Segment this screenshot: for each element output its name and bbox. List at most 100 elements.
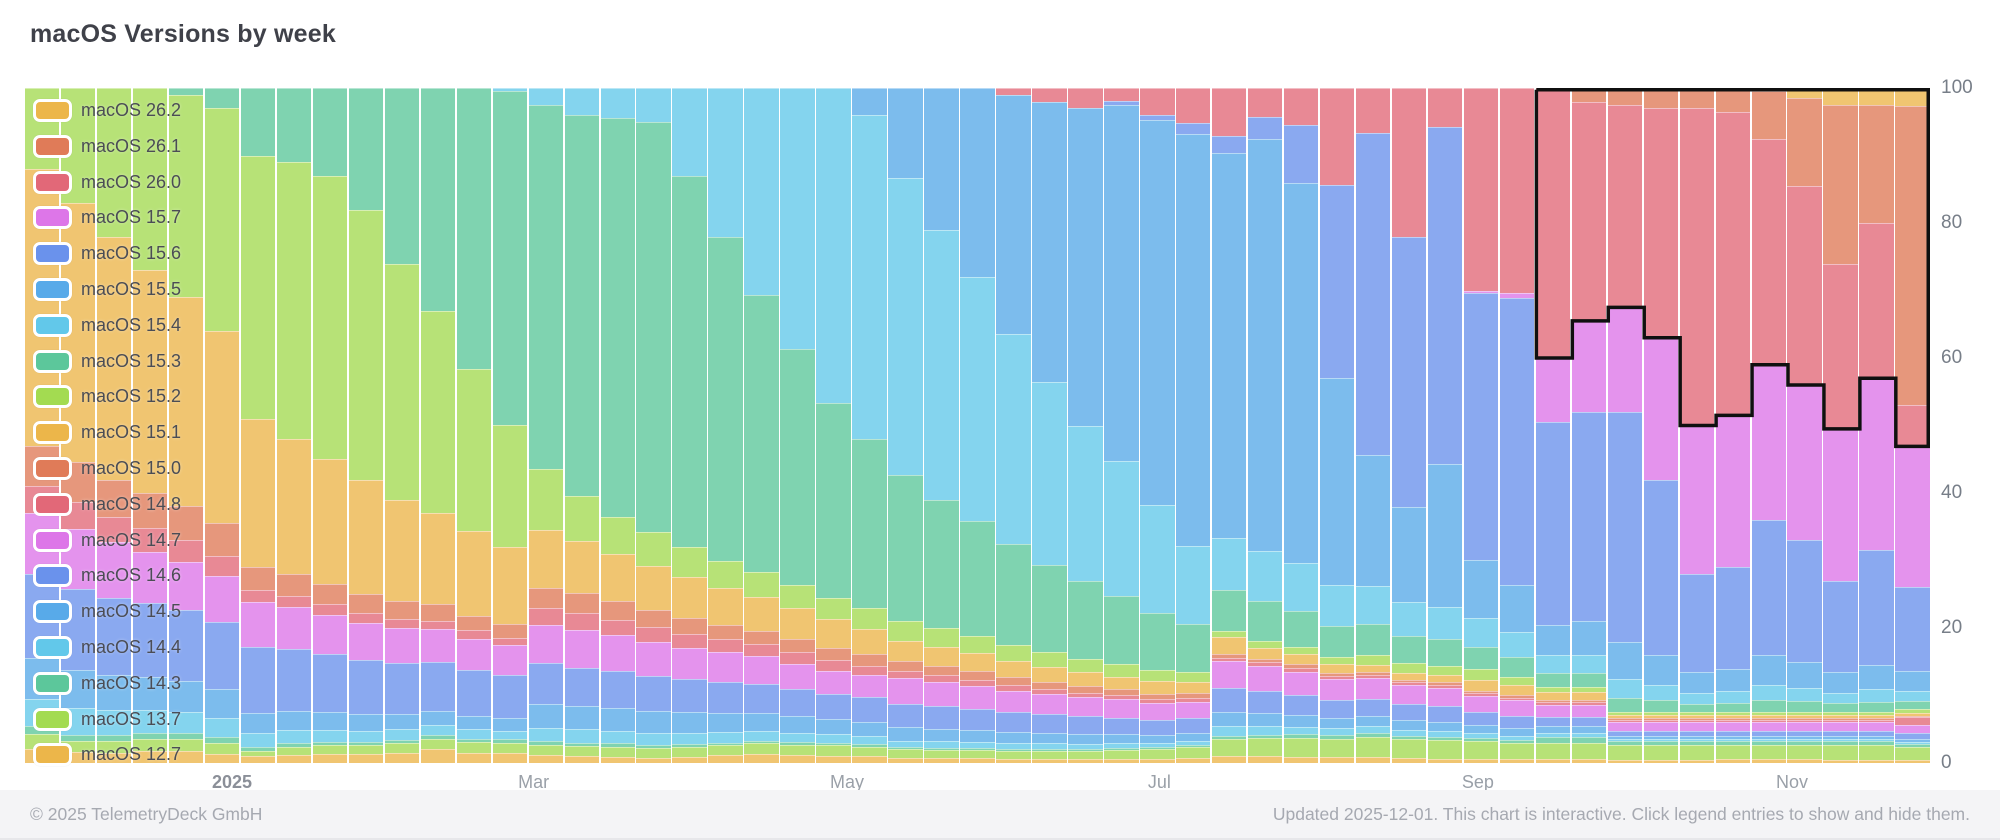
- bar-segment-macos-14-6[interactable]: [1247, 691, 1283, 714]
- bar-segment-macos-12-7[interactable]: [96, 752, 132, 763]
- bar-week-25[interactable]: [924, 88, 959, 763]
- bar-segment-macos-14-8[interactable]: [1104, 695, 1139, 700]
- bar-segment-macos-15-2[interactable]: [384, 263, 420, 500]
- bar-segment-macos-26-0[interactable]: [1032, 88, 1067, 102]
- bar-segment-macos-15-2[interactable]: [708, 560, 743, 588]
- bar-segment-macos-15-1[interactable]: [420, 513, 456, 605]
- bar-segment-macos-15-4[interactable]: [564, 88, 599, 115]
- bar-segment-macos-14-7[interactable]: [384, 627, 420, 664]
- bar-segment-macos-14-7[interactable]: [1463, 695, 1499, 712]
- bar-week-26[interactable]: [960, 88, 995, 763]
- bar-segment-macos-14-6[interactable]: [1823, 730, 1858, 736]
- bar-segment-macos-15-0[interactable]: [636, 609, 671, 628]
- bar-segment-macos-14-5[interactable]: [456, 715, 492, 730]
- bar-segment-macos-14-4[interactable]: [996, 743, 1031, 749]
- bar-segment-macos-14-8[interactable]: [600, 619, 635, 636]
- bar-segment-macos-15-0[interactable]: [1104, 689, 1139, 696]
- bar-segment-macos-14-4[interactable]: [1895, 742, 1930, 745]
- bar-segment-macos-14-4[interactable]: [1715, 739, 1750, 742]
- bar-week-15[interactable]: [564, 88, 599, 763]
- bar-segment-macos-15-5[interactable]: [1607, 641, 1643, 679]
- bar-segment-macos-15-2[interactable]: [312, 175, 348, 460]
- bar-segment-macos-26-1[interactable]: [1859, 104, 1894, 223]
- bar-segment-macos-14-5[interactable]: [1859, 735, 1894, 740]
- bar-segment-macos-15-6[interactable]: [1895, 586, 1930, 671]
- bar-segment-macos-14-3[interactable]: [1607, 741, 1643, 745]
- bar-segment-macos-14-7[interactable]: [492, 644, 528, 675]
- bar-segment-macos-14-7[interactable]: [1823, 722, 1858, 731]
- bar-segment-macos-14-5[interactable]: [780, 716, 815, 733]
- bar-segment-macos-12-7[interactable]: [1211, 756, 1247, 763]
- bar-segment-macos-13-7[interactable]: [996, 750, 1031, 759]
- bar-segment-macos-14-3[interactable]: [1355, 733, 1391, 737]
- bar-segment-macos-15-4[interactable]: [1607, 678, 1643, 698]
- bar-segment-macos-15-3[interactable]: [1355, 623, 1391, 656]
- bar-week-43[interactable]: [1571, 88, 1607, 763]
- bar-segment-macos-14-8[interactable]: [420, 620, 456, 630]
- bar-segment-macos-15-7[interactable]: [1535, 358, 1571, 423]
- bar-segment-macos-12-7[interactable]: [1607, 759, 1643, 763]
- bar-segment-macos-14-4[interactable]: [1355, 726, 1391, 734]
- bar-segment-macos-15-0[interactable]: [1319, 672, 1355, 676]
- bar-segment-macos-14-7[interactable]: [204, 576, 240, 622]
- bar-segment-macos-14-5[interactable]: [348, 714, 384, 731]
- bar-segment-macos-14-8[interactable]: [852, 665, 887, 676]
- bar-segment-macos-15-6[interactable]: [1104, 101, 1139, 105]
- bar-segment-macos-13-7[interactable]: [1319, 738, 1355, 758]
- legend-item-macos-14-5[interactable]: macOS 14.5: [33, 597, 181, 626]
- bar-segment-macos-15-0[interactable]: [888, 661, 923, 672]
- bar-segment-macos-15-1[interactable]: [384, 499, 420, 601]
- bar-segment-macos-14-3[interactable]: [1535, 737, 1571, 743]
- bar-segment-macos-15-1[interactable]: [1104, 676, 1139, 690]
- bar-segment-macos-14-4[interactable]: [1176, 741, 1211, 746]
- bar-segment-macos-14-6[interactable]: [312, 654, 348, 713]
- bar-segment-macos-15-2[interactable]: [1104, 663, 1139, 677]
- bar-segment-macos-15-1[interactable]: [1859, 715, 1894, 719]
- bar-segment-macos-14-6[interactable]: [420, 662, 456, 711]
- bar-segment-macos-15-0[interactable]: [816, 647, 851, 660]
- bar-segment-macos-15-5[interactable]: [1427, 463, 1463, 607]
- bar-segment-macos-15-3[interactable]: [1895, 701, 1930, 710]
- bar-week-44[interactable]: [1607, 88, 1643, 763]
- bar-segment-macos-14-5[interactable]: [1715, 735, 1750, 740]
- bar-segment-macos-13-7[interactable]: [1535, 742, 1571, 759]
- legend-item-macos-26-0[interactable]: macOS 26.0: [33, 168, 181, 197]
- bar-segment-macos-15-1[interactable]: [1283, 654, 1319, 665]
- bar-segment-macos-14-5[interactable]: [708, 713, 743, 732]
- bar-segment-macos-26-1[interactable]: [1787, 98, 1822, 186]
- bar-segment-macos-15-0[interactable]: [384, 601, 420, 619]
- bar-segment-macos-14-4[interactable]: [1499, 735, 1535, 740]
- bar-segment-macos-14-7[interactable]: [1715, 722, 1750, 731]
- bar-segment-macos-14-3[interactable]: [1319, 735, 1355, 739]
- bar-segment-macos-14-6[interactable]: [888, 703, 923, 728]
- bar-segment-macos-26-1[interactable]: [1715, 88, 1750, 112]
- bar-segment-macos-26-1[interactable]: [1895, 106, 1930, 405]
- bar-segment-macos-15-6[interactable]: [1859, 550, 1894, 666]
- bar-segment-macos-12-7[interactable]: [1104, 758, 1139, 763]
- bar-segment-macos-14-7[interactable]: [1068, 697, 1103, 717]
- bar-segment-macos-12-7[interactable]: [1787, 759, 1822, 763]
- bar-segment-macos-14-8[interactable]: [1319, 675, 1355, 680]
- bar-segment-macos-15-7[interactable]: [1463, 290, 1499, 293]
- bar-segment-macos-15-3[interactable]: [348, 88, 384, 210]
- legend-item-macos-15-1[interactable]: macOS 15.1: [33, 418, 181, 447]
- bar-segment-macos-14-6[interactable]: [492, 674, 528, 718]
- bar-segment-macos-14-4[interactable]: [96, 710, 132, 735]
- bar-segment-macos-12-7[interactable]: [240, 756, 276, 763]
- bar-segment-macos-13-7[interactable]: [276, 746, 312, 755]
- bar-segment-macos-14-8[interactable]: [1679, 719, 1715, 723]
- bar-week-5[interactable]: [204, 88, 240, 763]
- bar-segment-macos-15-3[interactable]: [1319, 626, 1355, 658]
- bar-segment-macos-14-4[interactable]: [240, 733, 276, 747]
- bar-segment-macos-15-5[interactable]: [1140, 120, 1175, 505]
- bar-segment-macos-14-5[interactable]: [1679, 735, 1715, 740]
- bar-segment-macos-26-0[interactable]: [1751, 138, 1786, 365]
- bar-segment-macos-13-7[interactable]: [852, 746, 887, 757]
- bar-segment-macos-14-8[interactable]: [1355, 675, 1391, 678]
- bar-segment-macos-14-8[interactable]: [1176, 698, 1211, 702]
- bar-segment-macos-26-2[interactable]: [1859, 88, 1894, 105]
- bar-segment-macos-15-2[interactable]: [888, 620, 923, 641]
- bar-segment-macos-14-3[interactable]: [1787, 741, 1822, 745]
- bar-segment-macos-13-7[interactable]: [1104, 750, 1139, 759]
- bar-segment-macos-15-3[interactable]: [1283, 610, 1319, 648]
